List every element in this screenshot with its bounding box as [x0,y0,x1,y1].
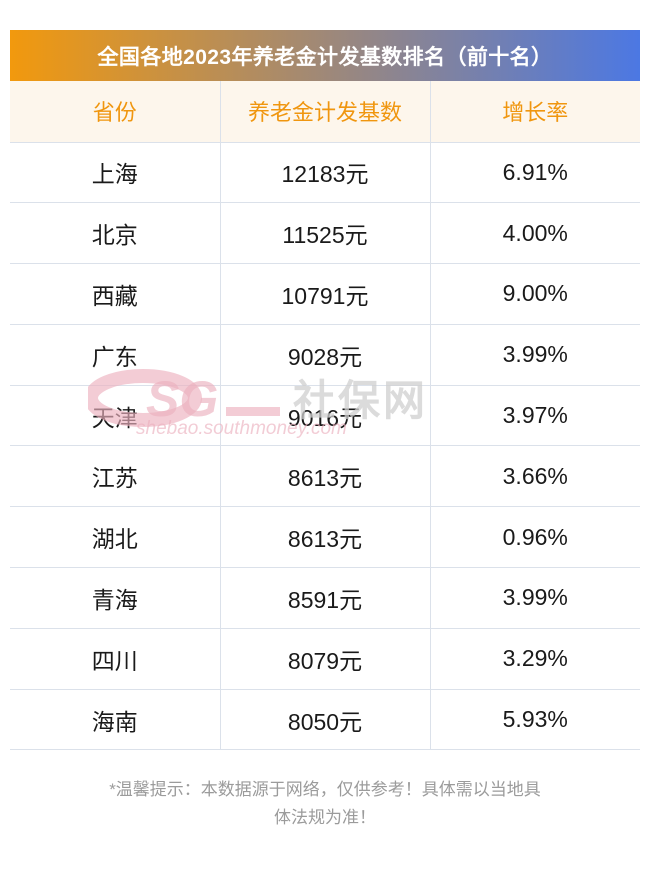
svg-text:shebao.southmoney.com: shebao.southmoney.com [136,418,347,439]
svg-text:社保网: 社保网 [293,377,428,424]
